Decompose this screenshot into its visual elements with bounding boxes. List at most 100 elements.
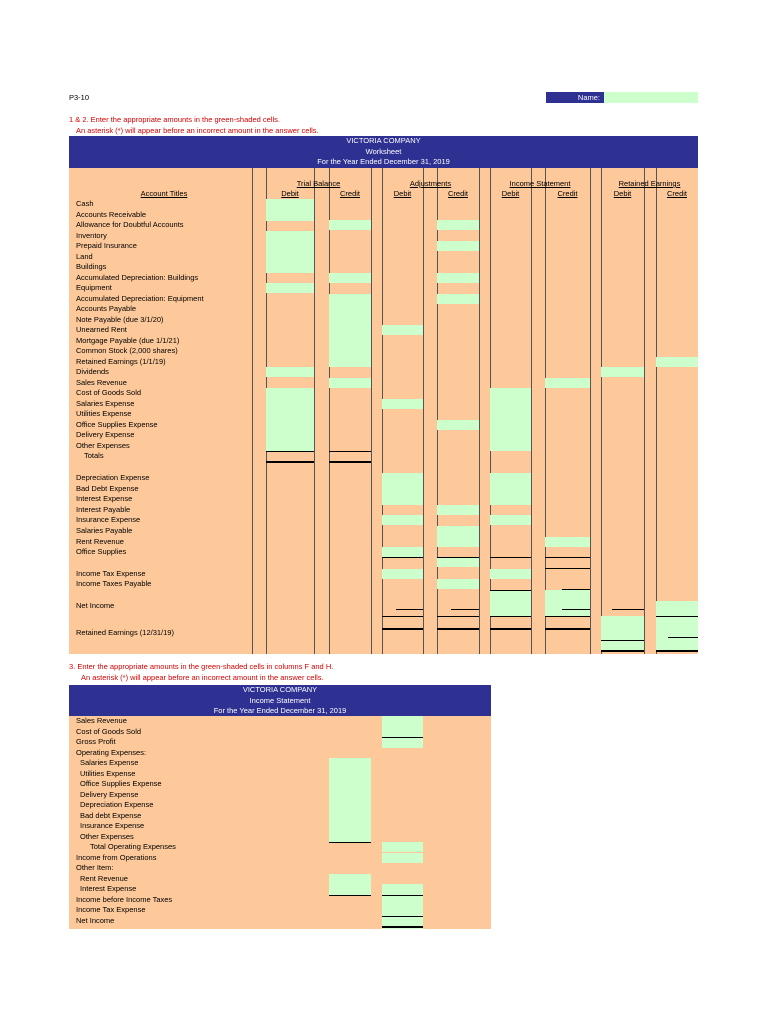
- is-credit-input[interactable]: [545, 536, 590, 547]
- is-other-input[interactable]: [329, 873, 371, 895]
- adj-row-bad-debt-expense: Bad Debt Expense: [76, 483, 139, 493]
- is-amount-input[interactable]: [382, 853, 423, 863]
- is-debit-rule: [490, 590, 531, 591]
- re-credit-rule: [656, 616, 698, 617]
- col-divider: [644, 168, 645, 654]
- re-debit-input[interactable]: [601, 616, 644, 651]
- adj-credit-input[interactable]: [437, 220, 479, 230]
- is-debit-input[interactable]: [490, 515, 531, 525]
- adj-credit-input[interactable]: [437, 504, 479, 515]
- tb-debit-input[interactable]: [266, 388, 314, 451]
- adj-credit-input[interactable]: [437, 419, 479, 430]
- adj-debit-double-rule: [382, 628, 423, 630]
- group-income-statement: Income Statement: [509, 179, 571, 188]
- adj-credit-input[interactable]: [437, 293, 479, 304]
- tb-credit-input[interactable]: [329, 377, 371, 388]
- is-line-rent-revenue: Rent Revenue: [80, 873, 128, 883]
- re-credit-input[interactable]: [656, 356, 698, 367]
- is-credit-rule: [545, 616, 590, 617]
- adj-credit-input[interactable]: [437, 557, 479, 567]
- tb-debit-input[interactable]: [266, 283, 314, 293]
- tb-credit-input[interactable]: [329, 293, 371, 367]
- adj-debit-input[interactable]: [382, 325, 423, 335]
- re-debit-input[interactable]: [601, 367, 644, 377]
- account-row-salaries-expense: Salaries Expense: [76, 398, 135, 408]
- is-amount-input[interactable]: [382, 884, 423, 929]
- is-amount-input[interactable]: [382, 737, 423, 748]
- adj-debit-input[interactable]: [382, 472, 423, 505]
- col-divider: [531, 168, 532, 654]
- is-credit-input[interactable]: [545, 590, 590, 616]
- account-row-other-expenses: Other Expenses: [76, 440, 130, 450]
- problem-id: P3-10: [69, 93, 90, 102]
- col-divider: [437, 168, 438, 654]
- is-line-office-supplies-expense: Office Supplies Expense: [80, 779, 162, 788]
- is-name: Income Statement: [249, 695, 311, 705]
- is-debit-input[interactable]: [490, 388, 531, 451]
- is-line-insurance-expense: Insurance Expense: [80, 821, 145, 830]
- is-line-gross-profit: Gross Profit: [76, 737, 116, 746]
- adj-credit-input[interactable]: [437, 241, 479, 251]
- tb-debit-input[interactable]: [266, 199, 314, 221]
- is-amount-input[interactable]: [382, 842, 423, 852]
- re-credit-input[interactable]: [656, 601, 698, 651]
- name-label: Name:: [577, 93, 600, 102]
- instruction-3-line1: 3. Enter the appropriate amounts in the …: [69, 662, 334, 671]
- is-line-depreciation-expense: Depreciation Expense: [80, 800, 154, 809]
- adj-credit-input[interactable]: [437, 272, 479, 283]
- is-credit-header: Credit: [557, 189, 578, 198]
- adj-credit-header: Credit: [447, 189, 468, 198]
- is-expense-input[interactable]: [329, 758, 371, 842]
- tb-credit-total-rule: [329, 451, 371, 452]
- tax-row-income-taxes-payable: Income Taxes Payable: [76, 579, 152, 588]
- is-debit-input[interactable]: [490, 568, 531, 579]
- adj-debit-input[interactable]: [382, 568, 423, 579]
- col-divider: [479, 168, 480, 654]
- adj-debit-rule: [382, 557, 423, 558]
- adj-row-interest-expense: Interest Expense: [76, 494, 133, 503]
- is-line-other-item: Other Item:: [76, 863, 114, 872]
- account-row-buildings: Buildings: [76, 262, 107, 271]
- worksheet-body: [69, 168, 698, 654]
- tb-credit-input[interactable]: [329, 272, 371, 283]
- is-debit-rule: [490, 557, 531, 558]
- account-row-accounts-receivable: Accounts Receivable: [76, 209, 147, 219]
- tb-debit-input[interactable]: [266, 367, 314, 377]
- is-period: For the Year Ended December 31, 2019: [213, 706, 347, 715]
- adj-row-depreciation-expense: Depreciation Expense: [76, 472, 150, 482]
- income-statement-title-bar: VICTORIA COMPANY Income Statement For th…: [69, 685, 491, 716]
- name-label-box: Name:: [546, 92, 604, 103]
- account-row-unearned-rent: Unearned Rent: [76, 325, 127, 334]
- adj-debit-input[interactable]: [382, 547, 423, 557]
- is-credit-rule: [562, 589, 590, 590]
- name-input[interactable]: [604, 92, 698, 103]
- re-credit-double-rule: [656, 650, 698, 652]
- account-row-equipment: Equipment: [76, 283, 112, 292]
- is-debit-input[interactable]: [490, 590, 531, 616]
- is-amount-input[interactable]: [382, 716, 423, 737]
- is-line-bad-debt-expense: Bad debt Expense: [80, 810, 142, 820]
- totals-label: Totals: [84, 451, 104, 460]
- re-debit-rule: [612, 609, 644, 610]
- adj-credit-input[interactable]: [437, 579, 479, 589]
- adj-debit-input[interactable]: [382, 515, 423, 525]
- is-credit-rule: [545, 557, 590, 558]
- adj-credit-input[interactable]: [437, 525, 479, 547]
- adj-debit-input[interactable]: [382, 398, 423, 409]
- is-debit-input[interactable]: [490, 472, 531, 505]
- tb-debit-input[interactable]: [266, 230, 314, 273]
- is-credit-double-rule: [545, 628, 590, 630]
- group-trial-balance: Trial Balance: [296, 179, 341, 188]
- tb-credit-header: Credit: [339, 189, 360, 198]
- tb-credit-input[interactable]: [329, 220, 371, 230]
- is-line-other-expenses: Other Expenses: [80, 831, 134, 841]
- adj-debit-rule: [382, 616, 423, 617]
- is-company: VICTORIA COMPANY: [242, 685, 318, 694]
- account-row-dividends: Dividends: [76, 367, 109, 376]
- adj-credit-double-rule: [437, 628, 479, 630]
- is-amount-double-rule: [382, 926, 423, 928]
- is-line-income-tax-expense: Income Tax Expense: [76, 905, 146, 914]
- is-credit-input[interactable]: [545, 377, 590, 388]
- is-line-cogs: Cost of Goods Sold: [76, 726, 142, 736]
- is-line-salaries-expense: Salaries Expense: [80, 758, 139, 767]
